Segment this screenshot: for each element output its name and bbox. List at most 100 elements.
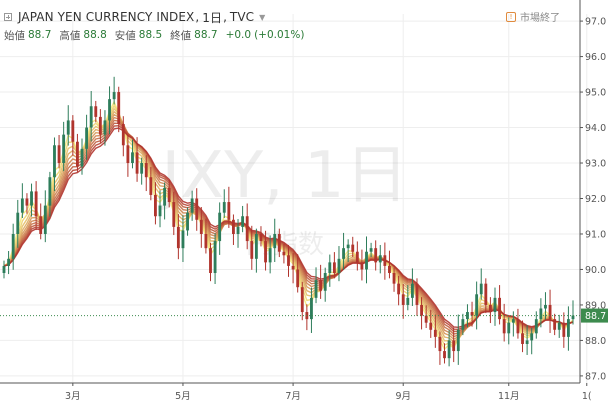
candle-body [475, 294, 479, 316]
candle-body [410, 283, 414, 298]
candle-body [53, 145, 56, 178]
open-value: 88.7 [28, 29, 52, 41]
candle-body [163, 187, 167, 206]
low-label: 安値 [114, 29, 136, 42]
candle-body [525, 340, 529, 344]
candle-body [43, 205, 47, 234]
candle-body [186, 212, 189, 231]
price-tick-label: 92.0 [585, 194, 606, 205]
candle-body [176, 226, 180, 249]
candle-body [521, 333, 524, 344]
candle-body [415, 283, 419, 305]
candle-body [530, 333, 534, 341]
candle-body [7, 258, 11, 266]
candle-body [456, 329, 460, 352]
candle-body [227, 202, 231, 220]
candle-body [268, 248, 272, 263]
candle-body [438, 336, 442, 352]
candle-body [557, 322, 561, 330]
price-tick-label: 97.0 [585, 17, 606, 28]
candle-body [158, 205, 162, 217]
candle-body [287, 255, 290, 266]
candle-body [351, 244, 355, 252]
candle-body [154, 194, 157, 217]
interval-label[interactable]: 1日 [202, 10, 223, 25]
candle-body [140, 163, 144, 174]
candle-body [2, 265, 6, 274]
candle-body [39, 216, 43, 234]
candle-body [332, 262, 336, 274]
candle-body [498, 297, 502, 320]
candle-body [190, 198, 194, 213]
candle-body [424, 315, 428, 323]
candle-body [534, 319, 538, 334]
chevron-down-icon[interactable]: ▼ [259, 12, 266, 22]
candle-body [117, 92, 121, 124]
candle-body [222, 202, 226, 213]
candle-body [85, 127, 89, 149]
price-tick-label: 91.0 [585, 229, 606, 240]
price-tick-label: 95.0 [585, 88, 606, 99]
candle-body [388, 265, 391, 274]
candle-body [447, 340, 451, 359]
time-tick-label: 3月 [65, 391, 81, 402]
candle-body [392, 273, 396, 284]
candle-body [135, 152, 139, 174]
candle-body [433, 329, 437, 337]
change-percent: (+0.01%) [254, 29, 305, 41]
candle-body [296, 269, 300, 288]
price-tick-label: 87.0 [585, 371, 606, 382]
candle-body [443, 351, 446, 359]
candle-body [245, 216, 249, 242]
candle-body [314, 280, 318, 298]
candle-body [291, 265, 295, 270]
candle-body [57, 145, 61, 164]
candle-body [397, 283, 401, 295]
candle-body [511, 319, 515, 323]
last-price-label: 88.7 [585, 311, 606, 322]
candle-body [167, 187, 171, 203]
clock-icon: ! [506, 11, 516, 22]
candle-body [355, 251, 359, 263]
candle-body [461, 319, 465, 330]
candle-body [172, 202, 176, 227]
candle-body [479, 283, 483, 295]
candle-body [401, 294, 405, 305]
time-tick-label: 9月 [395, 391, 411, 402]
close-label: 終値 [170, 29, 192, 42]
low-value: 88.5 [138, 29, 163, 41]
candle-body [30, 191, 33, 206]
separator: , [223, 10, 227, 24]
high-value: 88.8 [83, 29, 107, 41]
candle-body [383, 255, 387, 266]
candle-body [429, 322, 433, 330]
candle-body [181, 230, 185, 249]
candle-body [94, 106, 98, 117]
candle-body [553, 319, 557, 330]
candle-body [337, 258, 341, 274]
symbol-title[interactable]: JAPAN YEN CURRENCY INDEX [18, 10, 195, 24]
candle-body [89, 106, 93, 128]
market-status-label: 市場終了 [520, 13, 560, 24]
move-handle-icon[interactable] [4, 13, 12, 21]
candle-body [209, 248, 212, 274]
candle-body [195, 198, 199, 220]
candle-body [566, 319, 570, 337]
legend-title-row: JAPAN YEN CURRENCY INDEX , 1日 , TVC ▼ [4, 8, 265, 26]
candle-body [71, 120, 75, 142]
candle-body [108, 99, 111, 121]
candle-body [502, 319, 506, 334]
candle-body [374, 248, 378, 263]
candle-body [346, 244, 350, 249]
market-status[interactable]: ! 市場終了 [506, 9, 560, 24]
candle-body [539, 308, 543, 320]
price-tick-label: 90.0 [585, 265, 606, 276]
candle-body [342, 248, 345, 259]
candle-body [11, 233, 15, 259]
time-tick-label: 7月 [285, 391, 301, 402]
candle-body [80, 148, 84, 167]
candle-body [149, 177, 153, 195]
candle-body [406, 297, 410, 305]
